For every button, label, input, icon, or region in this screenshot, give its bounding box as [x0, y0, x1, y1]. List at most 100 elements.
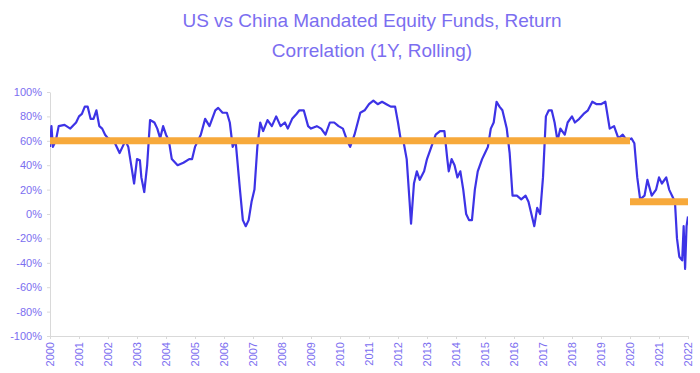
x-tick-mark [427, 336, 428, 339]
y-tick: 20% [20, 184, 50, 196]
x-tick-label: 2022 [682, 342, 694, 366]
x-tick-label: 2003 [131, 342, 143, 366]
y-tick: 40% [20, 159, 50, 171]
x-tick: 2003 [131, 336, 143, 366]
x-tick-label: 2001 [73, 342, 85, 366]
x-tick-mark [224, 336, 225, 339]
y-tick-label: 60% [20, 135, 42, 147]
x-tick-label: 2018 [566, 342, 578, 366]
x-tick-mark [514, 336, 515, 339]
x-tick: 2013 [421, 336, 433, 366]
y-tick: -20% [16, 232, 50, 244]
y-axis: -100% -80% -60% -40% -20% 0% 20% 40% 60% 80% 100% [10, 86, 50, 342]
y-tick: -60% [16, 281, 50, 293]
x-tick: 2001 [73, 336, 85, 366]
x-tick: 2012 [392, 336, 404, 366]
y-tick: 80% [20, 110, 50, 122]
x-tick-label: 2010 [334, 342, 346, 366]
average-line [630, 198, 688, 205]
y-tick-label: 80% [20, 110, 42, 122]
title: Correlation (1Y, Rolling) [272, 40, 472, 61]
x-tick-label: 2009 [305, 342, 317, 366]
x-tick-mark [543, 336, 544, 339]
y-tick-mark [47, 190, 50, 191]
x-tick: 2015 [479, 336, 491, 366]
x-tick: 2002 [102, 336, 114, 366]
y-tick-mark [47, 238, 50, 239]
x-tick-label: 2000 [44, 342, 56, 366]
title: US vs China Mandated Equity Funds, Retur… [182, 10, 561, 31]
x-tick: 2007 [247, 336, 259, 366]
y-tick-label: 0% [26, 208, 42, 220]
y-tick-label: -80% [16, 306, 42, 318]
y-tick-mark [47, 312, 50, 313]
x-tick-label: 2013 [421, 342, 433, 366]
y-tick-mark [47, 263, 50, 264]
x-tick-label: 2020 [624, 342, 636, 366]
x-tick-mark [195, 336, 196, 339]
x-tick: 2018 [566, 336, 578, 366]
x-tick-mark [108, 336, 109, 339]
x-tick-label: 2014 [450, 342, 462, 366]
average-line [50, 137, 630, 144]
x-tick-label: 2021 [653, 342, 665, 366]
x-tick-mark [79, 336, 80, 339]
x-tick-mark [688, 336, 689, 339]
x-tick-label: 2004 [160, 342, 172, 366]
x-tick-label: 2019 [595, 342, 607, 366]
x-tick-label: 2007 [247, 342, 259, 366]
x-tick-mark [572, 336, 573, 339]
x-tick-label: 2005 [189, 342, 201, 366]
y-tick-label: 40% [20, 159, 42, 171]
x-tick-label: 2017 [537, 342, 549, 366]
x-tick-mark [166, 336, 167, 339]
x-axis: 2000 2001 2002 2003 2004 2005 2006 2007 2008 2009… [44, 336, 694, 366]
x-tick: 2008 [276, 336, 288, 366]
x-tick: 2011 [363, 336, 375, 366]
series-line [50, 101, 688, 269]
plot: -100% -80% -60% -40% -20% 0% 20% 40% 60% 80% 100% 2… [10, 86, 694, 366]
y-tick-mark [47, 165, 50, 166]
y-tick-label: -60% [16, 281, 42, 293]
x-tick-mark [253, 336, 254, 339]
x-tick-label: 2002 [102, 342, 114, 366]
x-tick-mark [630, 336, 631, 339]
x-tick: 2006 [218, 336, 230, 366]
x-tick: 2020 [624, 336, 636, 366]
x-tick-mark [659, 336, 660, 339]
x-tick: 2017 [537, 336, 549, 366]
x-tick: 2009 [305, 336, 317, 366]
x-tick-mark [137, 336, 138, 339]
title-group: US vs China Mandated Equity Funds, Retur… [182, 10, 561, 61]
y-tick: -40% [16, 257, 50, 269]
x-tick-mark [601, 336, 602, 339]
x-tick: 2022 [682, 336, 694, 366]
y-tick: -80% [16, 306, 50, 318]
y-tick: 60% [20, 135, 50, 147]
y-tick-mark [47, 214, 50, 215]
x-tick: 2019 [595, 336, 607, 366]
x-tick: 2021 [653, 336, 665, 366]
y-tick-label: 100% [14, 86, 42, 98]
x-tick-label: 2006 [218, 342, 230, 366]
x-tick: 2004 [160, 336, 172, 366]
y-tick: 100% [14, 86, 50, 98]
y-tick-label: -100% [10, 330, 42, 342]
x-tick-mark [456, 336, 457, 339]
x-tick: 2016 [508, 336, 520, 366]
x-tick-label: 2011 [363, 342, 375, 366]
x-tick-mark [485, 336, 486, 339]
y-tick-label: 20% [20, 184, 42, 196]
y-tick-mark [47, 92, 50, 93]
x-tick-mark [50, 336, 51, 339]
y-tick-mark [47, 116, 50, 117]
y-tick: -100% [10, 330, 50, 342]
x-tick: 2005 [189, 336, 201, 366]
x-tick: 2010 [334, 336, 346, 366]
x-tick-mark [282, 336, 283, 339]
marks [50, 101, 688, 269]
x-tick-label: 2008 [276, 342, 288, 366]
chart: US vs China Mandated Equity Funds, Retur… [0, 0, 700, 373]
y-tick: 0% [26, 208, 50, 220]
y-tick-mark [47, 287, 50, 288]
